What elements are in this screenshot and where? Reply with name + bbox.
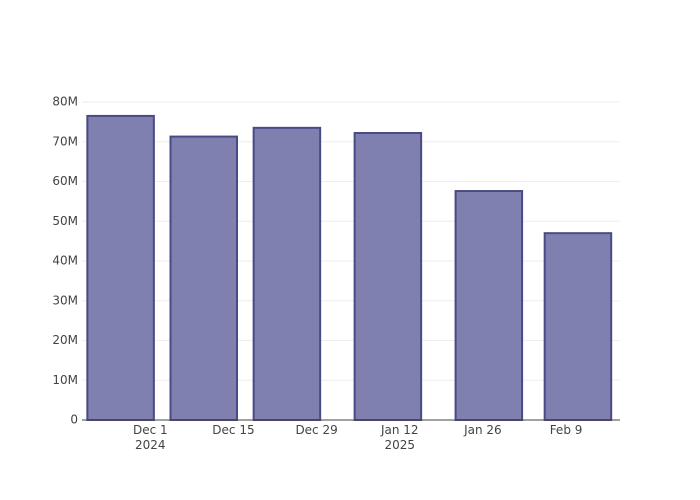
x-tick-label-line: Jan 26 <box>463 423 502 437</box>
x-tick-label: Dec 29 <box>295 423 337 437</box>
y-tick-label: 60M <box>52 174 78 188</box>
bar <box>86 114 155 421</box>
x-tick-label-line: Dec 29 <box>295 423 337 437</box>
y-tick-label: 50M <box>52 214 78 228</box>
bar <box>543 232 613 421</box>
y-tick-label: 0 <box>70 413 78 427</box>
x-tick-label: Feb 9 <box>550 423 583 437</box>
x-tick-label-line: Dec 15 <box>212 423 254 437</box>
x-tick-label: Dec 15 <box>212 423 254 437</box>
x-tick-label-line: Dec 1 <box>133 423 168 437</box>
x-tick-label-line: Jan 12 <box>380 423 419 437</box>
bar <box>252 126 322 422</box>
y-tick-label: 20M <box>52 333 78 347</box>
y-tick-label: 40M <box>52 254 78 268</box>
x-tick-label-line: 2024 <box>135 438 166 452</box>
bar <box>353 132 423 421</box>
y-tick-label: 70M <box>52 134 78 148</box>
x-tick-label: Jan 12 2025 <box>380 423 419 452</box>
y-tick-label: 30M <box>52 293 78 307</box>
x-tick-label: Jan 26 <box>463 423 502 437</box>
x-tick-label-line: Feb 9 <box>550 423 583 437</box>
y-tick-label: 10M <box>52 373 78 387</box>
y-tick-label: 80M <box>52 95 78 109</box>
x-tick-label: Dec 1 2024 <box>133 423 168 452</box>
bar <box>454 190 524 421</box>
bar <box>169 135 239 422</box>
x-tick-label-line: 2025 <box>384 438 415 452</box>
